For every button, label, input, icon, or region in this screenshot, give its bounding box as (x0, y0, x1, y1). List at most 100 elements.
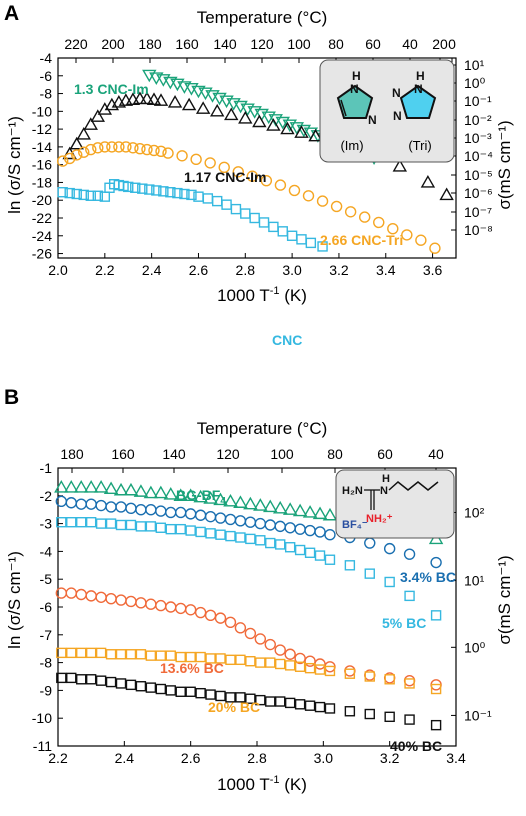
data-point (214, 612, 227, 624)
panel-a-right-ticks: 10¹ 10⁰ 10⁻¹ 10⁻² 10⁻³ 10⁻⁴ 10⁻⁵ 10⁻⁶ 10⁻⁷ 10⁻⁸ (451, 57, 493, 238)
data-point (172, 187, 183, 199)
data-point (214, 512, 227, 524)
panel-b-y-axis-title: ln (σ/S cm⁻¹) (5, 551, 24, 649)
data-point (155, 599, 167, 612)
data-point (125, 502, 137, 515)
data-point (429, 242, 441, 254)
data-point (314, 664, 326, 675)
top-tick-label: 160 (111, 446, 135, 462)
data-point (71, 188, 82, 200)
data-point (71, 149, 83, 161)
panel-b-right-ticks: 10² 10¹ 10⁰ 10⁻¹ (451, 504, 492, 723)
data-point (83, 480, 99, 493)
data-point (235, 692, 246, 703)
data-point (115, 519, 127, 531)
data-point (280, 121, 295, 135)
data-point (184, 508, 197, 520)
series-5-bc (56, 517, 442, 621)
x-tick-label: 2.2 (48, 750, 68, 766)
guanidinium-structure: H₂N H N NH₂⁺ BF₄⁻ (342, 473, 439, 531)
y-tick-label: -18 (32, 174, 52, 190)
data-point (115, 594, 127, 606)
data-point (153, 485, 169, 499)
data-point (135, 681, 147, 692)
right-tick-label: 10¹ (464, 57, 485, 73)
data-point (205, 528, 216, 539)
data-point (83, 117, 98, 130)
data-point (113, 482, 129, 496)
data-point (76, 674, 87, 685)
data-point (264, 638, 276, 651)
data-point (215, 653, 226, 664)
data-point (155, 683, 167, 695)
x-tick-label: 2.4 (142, 262, 162, 278)
x-tick-label: 2.6 (189, 262, 209, 278)
data-point (245, 533, 256, 545)
right-tick-label: 10⁻⁴ (464, 148, 493, 164)
x-tick-label: 3.2 (380, 750, 400, 766)
data-point (195, 687, 206, 699)
y-tick-label: -11 (33, 738, 52, 754)
data-point (314, 701, 326, 713)
data-point (155, 522, 167, 533)
data-point (185, 525, 196, 536)
series-label-13-6-bc: 13.6% BC (160, 660, 224, 676)
data-point (364, 568, 375, 579)
top-tick-label: 120 (216, 446, 240, 462)
y-tick-label: -12 (32, 121, 52, 137)
data-point (115, 678, 127, 689)
data-point (105, 501, 117, 513)
data-point (175, 523, 186, 535)
top-tick-label: 60 (365, 36, 381, 52)
data-point (95, 675, 107, 686)
x-tick-label: 3.6 (423, 262, 443, 278)
data-point (125, 679, 137, 691)
data-point (274, 179, 287, 191)
panel-b: B Temperature (°C) 180 160 140 120 100 80 60 40… (4, 386, 514, 794)
data-point (213, 492, 228, 506)
data-point (195, 651, 206, 663)
data-point (238, 111, 253, 124)
data-point (430, 719, 442, 731)
data-point (296, 234, 307, 245)
top-tick-label: 160 (175, 36, 199, 52)
data-point (245, 693, 256, 704)
data-point (223, 493, 238, 507)
y-tick-label: -20 (32, 192, 52, 208)
data-point (105, 676, 117, 688)
data-point (165, 601, 177, 613)
data-point (105, 649, 117, 660)
data-point (95, 591, 107, 603)
data-point (304, 662, 316, 674)
data-point (221, 199, 232, 210)
data-point (232, 166, 244, 178)
data-point (97, 102, 113, 115)
panel-a-top-ticks: 220 200 180 160 140 120 100 80 60 40 20 0 (64, 36, 456, 63)
data-point (123, 482, 139, 496)
data-point (383, 542, 396, 555)
data-point (173, 488, 188, 501)
panel-b-y-ticks: -1 -2 -3 -4 -5 -6 -7 -8 -9 -10 -11 (32, 460, 63, 754)
data-point (211, 195, 223, 207)
right-tick-label: 10⁰ (464, 639, 486, 655)
series-label-1-17-cnc-im: 1.17 CNC-Im (184, 169, 266, 185)
data-point (85, 143, 97, 156)
data-point (76, 127, 91, 140)
data-point (275, 658, 286, 670)
y-tick-label: -2 (40, 488, 53, 504)
data-point (252, 114, 267, 128)
data-point (284, 522, 296, 534)
inset-box (319, 59, 455, 163)
right-tick-label: 10⁻⁸ (464, 222, 493, 238)
data-point (273, 500, 288, 514)
data-point (175, 506, 187, 519)
y-tick-label: -9 (40, 682, 53, 698)
data-point (162, 147, 174, 159)
data-point (145, 598, 157, 610)
y-tick-label: -5 (40, 571, 53, 587)
data-point (144, 184, 155, 195)
top-tick-label: 40 (428, 446, 444, 462)
data-point (235, 654, 246, 666)
data-point (65, 587, 77, 599)
data-point (78, 189, 89, 201)
